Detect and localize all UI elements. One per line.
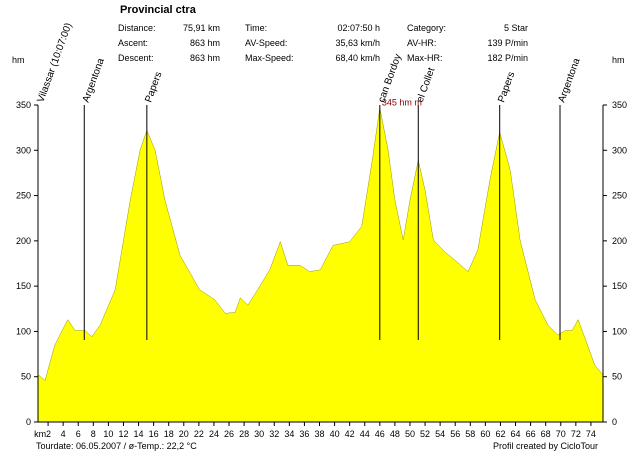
stat-value: 139 P/min [487,38,528,48]
x-tick-label: 4 [61,429,66,439]
peak-annotation: 345 hm m [382,98,422,108]
x-tick-label: 30 [254,429,264,439]
stat-label: Descent: [118,53,154,63]
x-tick-label: 14 [134,429,144,439]
footer-right: Profil created by CicloTour [493,441,598,451]
x-tick-label: 54 [435,429,445,439]
x-tick-label: 46 [375,429,385,439]
stat-label: AV-HR: [407,38,436,48]
x-tick-label: 20 [179,429,189,439]
y2-tick-label: 300 [612,145,627,155]
x-tick-label: 40 [330,429,340,439]
x-tick-label: 18 [164,429,174,439]
y-tick-label: 0 [26,417,31,427]
waypoint-label: Papers [496,70,517,104]
y2-tick-label: 0 [612,417,617,427]
x-tick-label: 22 [194,429,204,439]
y2-tick-label: 250 [612,191,627,201]
stat-label: Category: [407,23,446,33]
x-tick-label: 62 [495,429,505,439]
profile-area [38,107,604,423]
stat-label: Time: [245,23,267,33]
footer-left: Tourdate: 06.05.2007 / ø-Temp.: 22,2 °C [36,441,197,451]
x-tick-label: 10 [103,429,113,439]
stat-label: Max-Speed: [245,53,294,63]
y2-tick-label: 150 [612,281,627,291]
x-tick-label: 8 [91,429,96,439]
x-tick-label: 42 [345,429,355,439]
x-tick-label: km2 [34,429,51,439]
x-tick-label: 16 [149,429,159,439]
stat-value: 35,63 km/h [335,38,380,48]
y2-tick-label: 100 [612,326,627,336]
y2-tick-label: 50 [612,372,622,382]
y-tick-label: 200 [16,236,31,246]
x-tick-label: 26 [224,429,234,439]
y-tick-label: 150 [16,281,31,291]
y2-tick-label: 200 [612,236,627,246]
y-tick-label: 350 [16,100,31,110]
x-tick-label: 36 [299,429,309,439]
stat-label: Ascent: [118,38,148,48]
y-tick-label: 300 [16,145,31,155]
stat-label: Max-HR: [407,53,443,63]
x-tick-label: 48 [390,429,400,439]
stat-value: 863 hm [190,38,220,48]
x-tick-label: 12 [118,429,128,439]
y-tick-label: 250 [16,191,31,201]
y2-tick-label: 350 [612,100,627,110]
stat-label: Distance: [118,23,156,33]
stat-value: 182 P/min [487,53,528,63]
y-unit: hm [12,55,25,65]
x-tick-label: 24 [209,429,219,439]
x-tick-label: 52 [420,429,430,439]
stat-value: 863 hm [190,53,220,63]
x-tick-label: 66 [526,429,536,439]
x-tick-label: 28 [239,429,249,439]
waypoint-label: Papers [143,70,164,104]
waypoint-label: Argentona [81,56,107,104]
stat-value: 5 Star [504,23,528,33]
y2-unit: hm [612,55,625,65]
x-tick-label: 50 [405,429,415,439]
x-tick-label: 38 [314,429,324,439]
waypoint-label: Vilassar (10:07:00) [36,22,75,104]
stat-value: 75,91 km [183,23,220,33]
x-tick-label: 6 [76,429,81,439]
x-tick-label: 70 [556,429,566,439]
x-tick-label: 74 [586,429,596,439]
x-tick-label: 58 [465,429,475,439]
chart-title: Provincial ctra [120,4,197,16]
x-tick-label: 44 [360,429,370,439]
x-tick-label: 60 [480,429,490,439]
x-tick-label: 64 [511,429,521,439]
stat-label: AV-Speed: [245,38,287,48]
stat-value: 02:07:50 h [337,23,380,33]
stat-value: 68,40 km/h [335,53,380,63]
y-tick-label: 50 [21,372,31,382]
x-tick-label: 68 [541,429,551,439]
y-tick-label: 100 [16,326,31,336]
x-tick-label: 72 [571,429,581,439]
x-tick-label: 56 [450,429,460,439]
x-tick-label: 34 [284,429,294,439]
waypoint-label: Argentona [556,56,582,104]
waypoint-label: can Bordoy [376,53,404,104]
x-tick-label: 32 [269,429,279,439]
